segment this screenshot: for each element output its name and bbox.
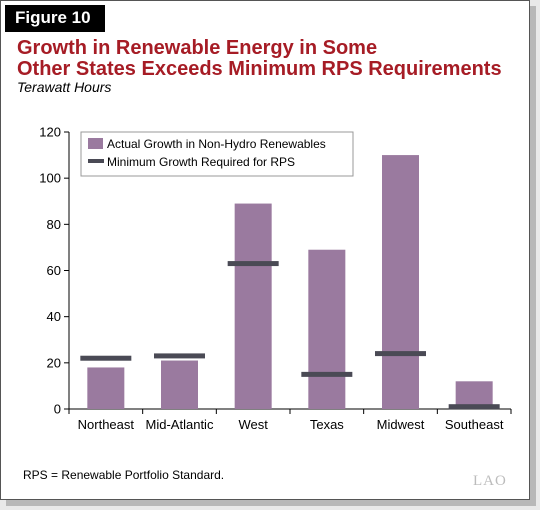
figure-label: Figure 10 bbox=[5, 5, 105, 32]
legend-swatch-bar bbox=[88, 138, 103, 149]
min-rps-marker bbox=[227, 261, 279, 267]
legend-swatch-marker bbox=[88, 159, 104, 163]
title-line-1: Growth in Renewable Energy in Some bbox=[17, 37, 378, 59]
bar bbox=[382, 155, 419, 409]
x-tick-label: Southeast bbox=[445, 417, 504, 432]
bar-chart: 0 20 40 60 80 100 120 Northeast Mid-Atlantic West… bbox=[39, 125, 512, 432]
chart-title: Growth in Renewable Energy in Some Other… bbox=[17, 38, 517, 80]
x-tick-label: Northeast bbox=[78, 417, 135, 432]
x-tick-label: Mid-Atlantic bbox=[146, 417, 214, 432]
marker-series bbox=[80, 261, 500, 410]
bar bbox=[161, 360, 198, 409]
y-tick-label: 40 bbox=[47, 309, 61, 324]
x-tick-label: Midwest bbox=[377, 417, 425, 432]
min-rps-marker bbox=[301, 371, 353, 377]
min-rps-marker bbox=[375, 351, 426, 357]
bar bbox=[234, 203, 272, 409]
y-tick-label: 60 bbox=[47, 263, 61, 278]
bar bbox=[308, 249, 346, 409]
chart-subtitle: Terawatt Hours bbox=[17, 79, 112, 95]
title-line-2: Other States Exceeds Minimum RPS Require… bbox=[17, 58, 502, 80]
figure-panel: Figure 10 Growth in Renewable Energy in … bbox=[0, 0, 530, 500]
bar-series bbox=[87, 155, 493, 409]
min-rps-marker bbox=[448, 404, 500, 410]
legend-label: Actual Growth in Non-Hydro Renewables bbox=[107, 137, 326, 151]
y-tick-label: 100 bbox=[39, 171, 61, 186]
chart-axes: 0 20 40 60 80 100 120 Northeast Mid-Atlantic West… bbox=[39, 125, 512, 432]
y-tick-label: 120 bbox=[39, 125, 61, 140]
x-tick-label: Texas bbox=[310, 417, 344, 432]
legend-label: Minimum Growth Required for RPS bbox=[107, 155, 295, 169]
y-tick-label: 0 bbox=[54, 402, 61, 417]
y-tick-label: 20 bbox=[47, 355, 61, 370]
min-rps-marker bbox=[80, 355, 132, 361]
footnote: RPS = Renewable Portfolio Standard. bbox=[23, 468, 225, 482]
y-tick-label: 80 bbox=[47, 217, 61, 232]
lao-logo: LAO bbox=[473, 473, 507, 489]
bar bbox=[87, 367, 125, 409]
legend-box bbox=[80, 131, 354, 177]
min-rps-marker bbox=[154, 353, 205, 359]
chart-legend: Actual Growth in Non-Hydro Renewables Min… bbox=[80, 131, 354, 177]
x-tick-label: West bbox=[238, 417, 268, 432]
